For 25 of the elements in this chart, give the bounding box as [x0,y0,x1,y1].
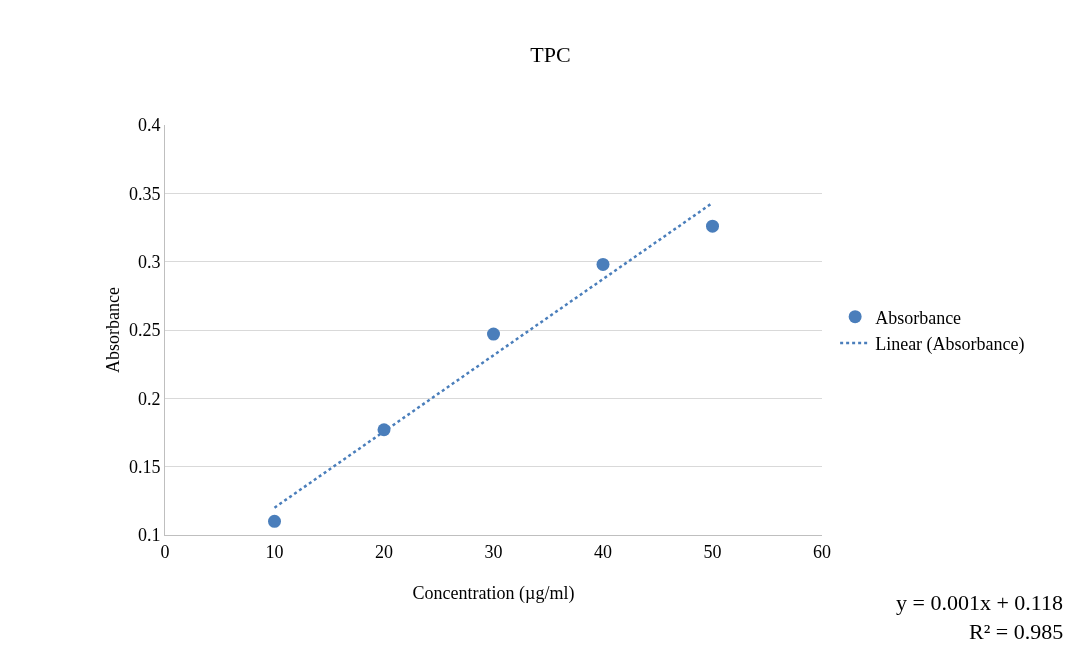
text: y = 0.001x + 0.118 [896,590,1063,615]
point [596,257,610,271]
y-tick-label: 0.35 [128,183,161,204]
y-tick-label: 0.3 [137,251,161,272]
legend-label: Absorbance [875,307,962,328]
point [706,219,719,233]
x-tick-label: 10 [265,541,284,562]
y-tick-label: 0.1 [137,525,161,546]
y-tick-label: 0.2 [137,388,161,409]
x-tick-label: 50 [703,541,722,562]
y-tick-label: 0.25 [128,320,161,341]
point [487,327,500,341]
x-tick-label: 20 [375,541,393,562]
x-tick-label: 40 [594,541,612,562]
chart-title: TPC [530,42,571,68]
y-tick-label: 0.15 [128,456,161,477]
x-tick-label: 30 [484,541,503,562]
x-axis-title: Concentration (µg/ml) [412,583,575,604]
y-axis-title: Absorbance [103,287,123,373]
legend-label: Linear (Absorbance) [875,334,1025,356]
x-tick-label: 0 [160,541,170,562]
text: R² = 0.985 [969,619,1064,644]
y-tick-label: 0.4 [137,115,161,136]
x-tick-label: 60 [813,541,831,562]
point [268,514,281,528]
